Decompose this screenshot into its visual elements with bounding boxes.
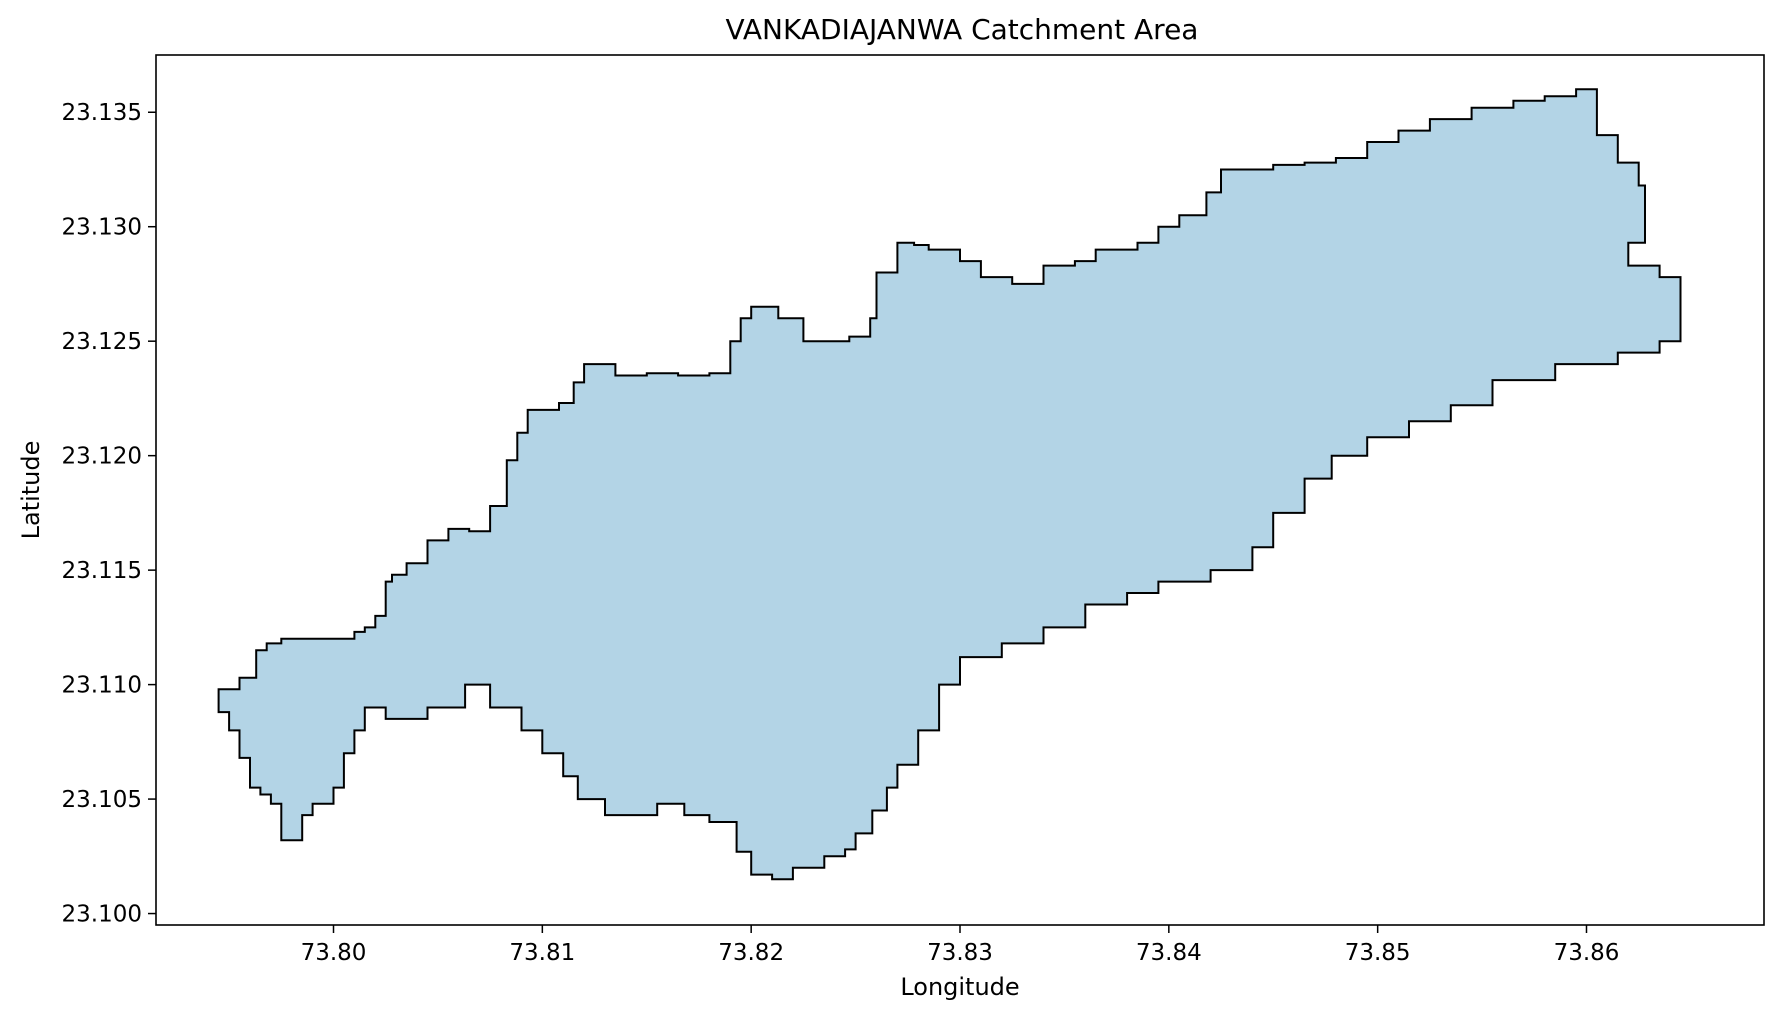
x-axis-label: Longitude bbox=[900, 973, 1019, 1001]
catchment-polygon bbox=[217, 88, 1682, 881]
shape-layer bbox=[217, 88, 1682, 881]
y-tick-label: 23.100 bbox=[62, 902, 142, 928]
x-tick-label: 73.80 bbox=[301, 940, 367, 966]
y-tick-label: 23.130 bbox=[62, 215, 142, 241]
y-axis-ticks: 23.100 23.105 23.110 23.115 23.120 23.125 23.1… bbox=[62, 100, 156, 928]
y-tick-label: 23.135 bbox=[62, 100, 142, 126]
y-tick-label: 23.115 bbox=[62, 558, 142, 584]
chart-title: VANKADIAJANWA Catchment Area bbox=[726, 13, 1199, 46]
y-tick-label: 23.125 bbox=[62, 329, 142, 355]
x-tick-label: 73.82 bbox=[718, 940, 784, 966]
x-tick-label: 73.81 bbox=[509, 940, 575, 966]
x-tick-label: 73.83 bbox=[927, 940, 993, 966]
y-axis-label: Latitude bbox=[17, 441, 45, 540]
y-tick-label: 23.110 bbox=[62, 673, 142, 699]
x-tick-label: 73.86 bbox=[1554, 940, 1620, 966]
y-tick-label: 23.105 bbox=[62, 787, 142, 813]
x-tick-label: 73.84 bbox=[1136, 940, 1202, 966]
x-tick-label: 73.85 bbox=[1345, 940, 1411, 966]
y-tick-label: 23.120 bbox=[62, 444, 142, 470]
x-axis-ticks: 73.80 73.81 73.82 73.83 73.84 73.85 73.86 bbox=[301, 925, 1620, 966]
